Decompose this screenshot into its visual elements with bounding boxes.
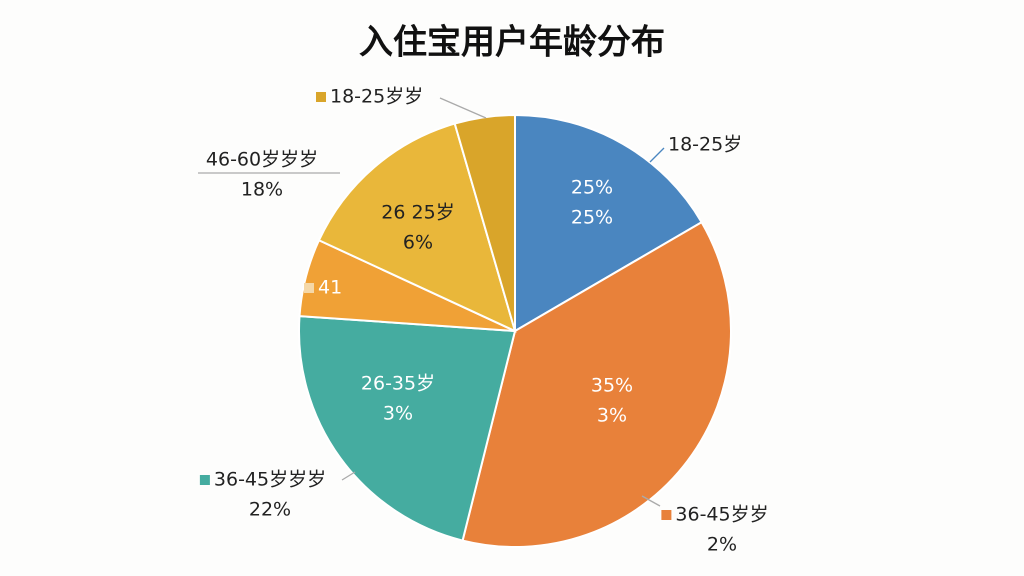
annotation: 22%	[249, 499, 291, 521]
annotation: 2%	[707, 534, 737, 556]
annotation: 25%	[571, 207, 613, 229]
annotation: 6%	[403, 232, 433, 254]
annotation: 18-25岁岁	[330, 86, 423, 108]
leader-line	[341, 471, 356, 481]
legend-marker	[199, 475, 210, 485]
pie-slice	[514, 113, 703, 333]
legend-marker	[304, 283, 314, 293]
annotation: 18%	[241, 179, 283, 201]
pie-slice	[317, 122, 517, 333]
annotation: 26-35岁	[361, 373, 435, 395]
pie-slice	[461, 220, 732, 548]
annotation: 41	[318, 277, 342, 299]
legend-marker	[316, 92, 326, 102]
leader-line	[641, 495, 661, 507]
annotation: 18-25岁	[668, 134, 742, 156]
annotation: 36-45岁岁岁	[214, 469, 326, 491]
pie-slice	[298, 315, 517, 542]
leader-line	[439, 97, 487, 119]
annotation: 36-45岁岁	[675, 504, 768, 526]
annotation: 25%	[571, 177, 613, 199]
chart-title: 入住宝用户年龄分布	[359, 23, 665, 63]
leader-line	[649, 147, 665, 163]
annotation: 46-60岁岁岁	[206, 149, 318, 171]
annotation: 26 25岁	[381, 202, 454, 224]
annotation: 35%	[591, 375, 633, 397]
annotation: 3%	[383, 403, 413, 425]
annotation: 3%	[597, 405, 627, 427]
legend-marker	[661, 510, 672, 520]
